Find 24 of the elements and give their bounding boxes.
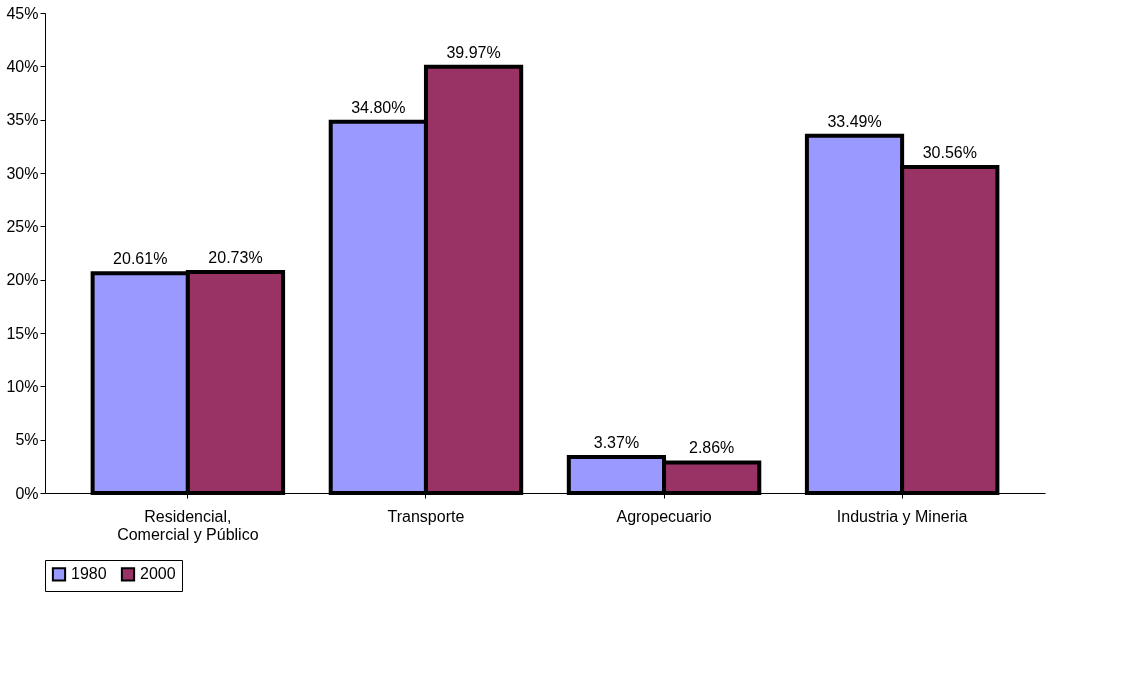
text: 30.56%	[922, 144, 977, 162]
legend-label: 2000	[140, 565, 176, 583]
y-tick-label: 25%	[6, 217, 39, 235]
x-tick-label: Industria y Mineria	[836, 507, 968, 525]
x-tick-label: Residencial, Comercial y Público	[117, 507, 259, 543]
y-tick-label: 35%	[6, 111, 39, 129]
y-tick-label: 45%	[6, 4, 39, 22]
text: 34.80%	[351, 98, 406, 116]
y-tick-label: 20%	[6, 271, 39, 289]
x-tick-label: Agropecuario	[616, 507, 712, 525]
text: 20.73%	[208, 248, 263, 266]
text: 2.86%	[688, 439, 735, 457]
legend-label: 1980	[71, 565, 107, 583]
y-tick-label: 0%	[15, 484, 39, 502]
y-tick-label: 40%	[6, 57, 39, 75]
text: 3.37%	[593, 434, 640, 452]
y-tick-label: 5%	[15, 431, 39, 449]
y-tick-label: 30%	[6, 164, 39, 182]
text: 33.49%	[827, 112, 882, 130]
text: 39.97%	[446, 43, 501, 61]
x-tick-label: Transporte	[387, 507, 465, 525]
y-tick-label: 10%	[6, 377, 39, 395]
y-tick-label: 15%	[6, 324, 39, 342]
text: 20.61%	[113, 250, 168, 268]
